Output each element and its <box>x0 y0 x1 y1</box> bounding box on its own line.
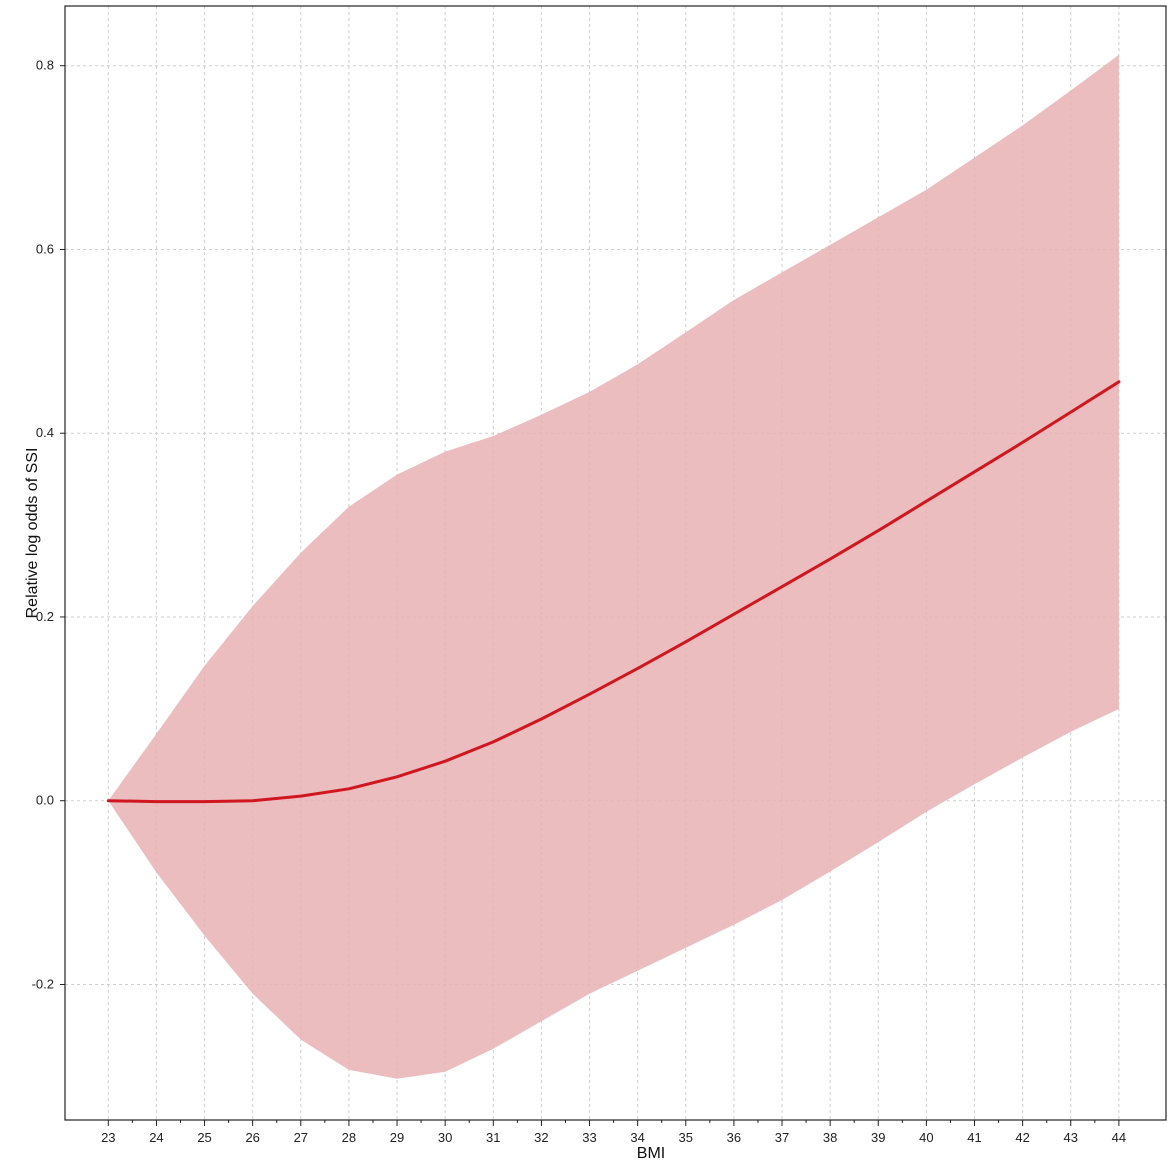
x-tick-label: 37 <box>775 1130 789 1145</box>
x-axis-ticks: 23 24 25 26 27 28 29 30 31 32 33 34 35 36 37 38 39 40 41 42… <box>101 1120 1126 1145</box>
y-tick-label: 0.2 <box>36 609 54 624</box>
x-tick-label: 31 <box>486 1130 500 1145</box>
y-tick-label: 0.0 <box>36 793 54 808</box>
x-tick-label: 43 <box>1064 1130 1078 1145</box>
x-tick-label: 33 <box>582 1130 596 1145</box>
x-tick-label: 30 <box>438 1130 452 1145</box>
x-tick-label: 23 <box>101 1130 115 1145</box>
x-tick-label: 32 <box>534 1130 548 1145</box>
y-axis-ticks: -0.2 0.0 0.2 0.4 0.6 0.8 <box>32 58 65 991</box>
x-tick-label: 28 <box>342 1130 356 1145</box>
x-tick-label: 42 <box>1015 1130 1029 1145</box>
x-tick-label: 41 <box>967 1130 981 1145</box>
confidence-band <box>108 54 1119 1079</box>
x-tick-label: 26 <box>245 1130 259 1145</box>
plot-frame <box>64 5 1167 1121</box>
estimate-line <box>106 380 1121 804</box>
x-tick-label: 44 <box>1112 1130 1126 1145</box>
x-tick-label: 36 <box>727 1130 741 1145</box>
y-axis-title: Relative log odds of SSI <box>24 448 41 619</box>
x-tick-label: 25 <box>197 1130 211 1145</box>
x-tick-label: 38 <box>823 1130 837 1145</box>
y-tick-label: 0.8 <box>36 58 54 73</box>
x-tick-label: 24 <box>149 1130 163 1145</box>
x-tick-label: 29 <box>390 1130 404 1145</box>
x-tick-label: 39 <box>871 1130 885 1145</box>
y-tick-label: -0.2 <box>32 976 54 991</box>
x-axis-title: BMI <box>637 1145 665 1162</box>
y-tick-label: 0.4 <box>36 425 54 440</box>
y-tick-label: 0.6 <box>36 241 54 256</box>
x-tick-label: 34 <box>630 1130 644 1145</box>
x-tick-label: 27 <box>294 1130 308 1145</box>
x-tick-label: 40 <box>919 1130 933 1145</box>
x-tick-label: 35 <box>679 1130 693 1145</box>
